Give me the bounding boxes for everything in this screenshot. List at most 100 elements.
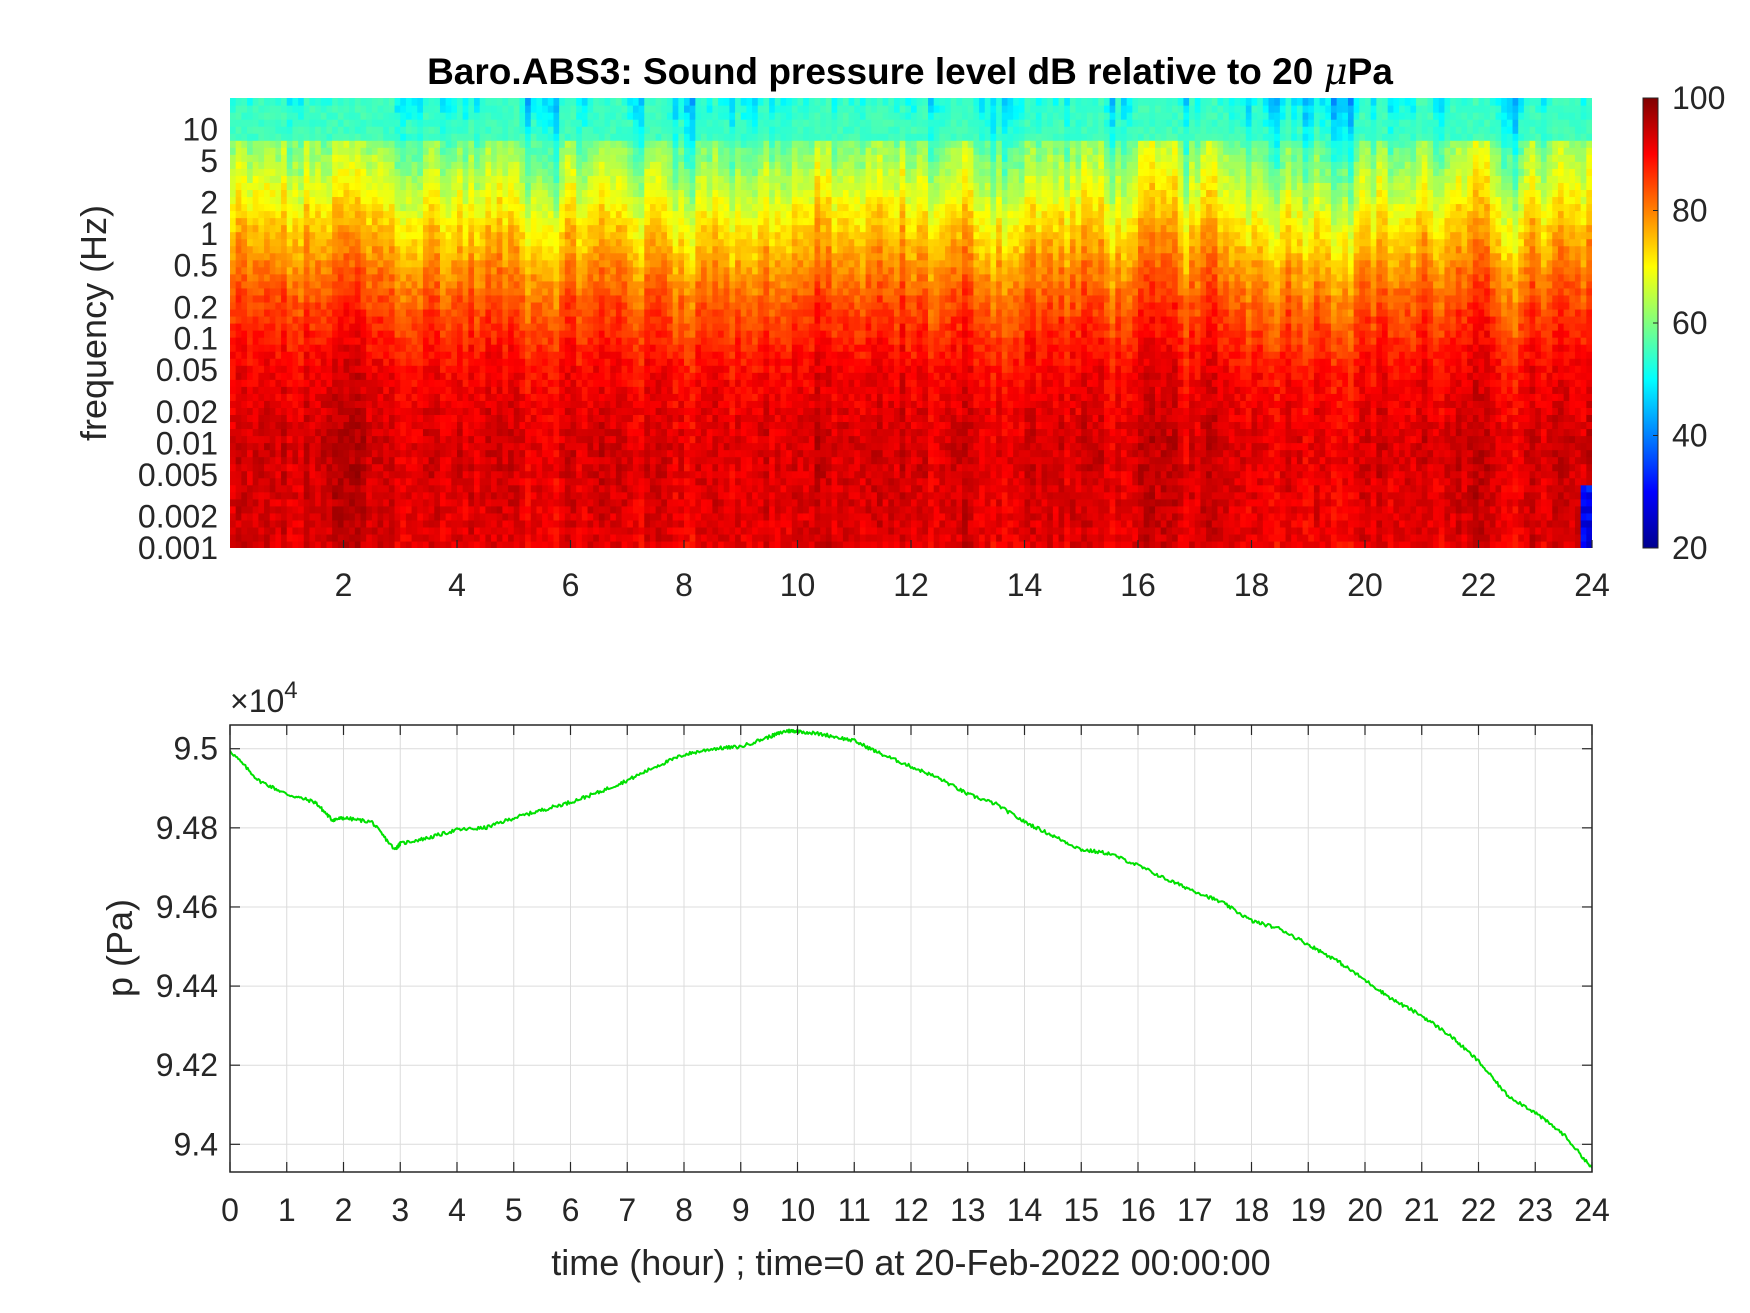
heatmap-cell xyxy=(298,407,305,416)
heatmap-cell xyxy=(281,344,288,352)
heatmap-cell xyxy=(309,175,316,183)
heatmap-cell xyxy=(383,330,390,338)
heatmap-cell xyxy=(417,245,424,254)
heatmap-cell xyxy=(371,175,379,183)
heatmap-cell xyxy=(315,463,322,472)
heatmap-cell xyxy=(496,259,503,268)
heatmap-cell xyxy=(428,224,435,233)
heatmap-cell xyxy=(491,463,498,472)
heatmap-cell xyxy=(581,203,589,212)
heatmap-cell xyxy=(610,372,617,380)
heatmap-cell xyxy=(598,126,606,134)
heatmap-cell xyxy=(638,421,645,430)
heatmap-cell xyxy=(525,189,532,198)
heatmap-cell xyxy=(394,119,401,127)
heatmap-cell xyxy=(496,224,503,233)
heatmap-cell xyxy=(593,147,600,155)
heatmap-cell xyxy=(513,273,521,282)
heatmap-cell xyxy=(610,442,617,451)
heatmap-cell xyxy=(332,372,339,380)
heatmap-cell xyxy=(252,217,259,226)
heatmap-cell xyxy=(627,470,634,479)
heatmap-cell xyxy=(491,414,498,423)
heatmap-cell xyxy=(530,175,538,183)
heatmap-cell xyxy=(530,477,538,486)
heatmap-cell xyxy=(451,491,458,500)
heatmap-cell xyxy=(343,407,350,416)
heatmap-cell xyxy=(502,519,509,528)
heatmap-cell xyxy=(258,421,265,430)
heatmap-cell xyxy=(508,484,515,493)
heatmap-cell xyxy=(564,421,572,430)
heatmap-cell xyxy=(649,358,657,366)
heatmap-cell xyxy=(632,456,640,465)
heatmap-cell xyxy=(422,119,430,127)
heatmap-cell xyxy=(593,526,600,535)
heatmap-cell xyxy=(439,154,447,162)
heatmap-cell xyxy=(621,512,628,521)
heatmap-cell xyxy=(400,168,407,176)
heatmap-cell xyxy=(457,259,464,268)
heatmap-cell xyxy=(536,393,543,401)
heatmap-cell xyxy=(462,421,469,430)
heatmap-cell xyxy=(326,358,333,366)
heatmap-cell xyxy=(422,126,430,134)
heatmap-cell xyxy=(439,196,447,205)
heatmap-cell xyxy=(553,161,560,169)
heatmap-cell xyxy=(542,463,549,472)
heatmap-cell xyxy=(275,372,282,380)
heatmap-cell xyxy=(474,252,481,261)
heatmap-cell xyxy=(525,379,532,387)
heatmap-cell xyxy=(451,294,458,303)
heatmap-cell xyxy=(604,203,611,212)
heatmap-cell xyxy=(593,449,600,458)
heatmap-cell xyxy=(621,126,628,134)
heatmap-cell xyxy=(553,126,560,134)
heatmap-cell xyxy=(451,259,458,268)
heatmap-cell xyxy=(400,273,407,282)
heatmap-cell xyxy=(377,245,384,254)
heatmap-cell xyxy=(298,294,305,303)
heatmap-cell xyxy=(445,133,452,141)
heatmap-cell xyxy=(525,315,532,324)
heatmap-cell xyxy=(553,217,560,226)
heatmap-cell xyxy=(264,259,271,268)
heatmap-cell xyxy=(644,372,651,380)
heatmap-cell xyxy=(298,435,305,444)
heatmap-cell xyxy=(303,442,311,451)
heatmap-cell xyxy=(354,400,362,408)
heatmap-cell xyxy=(610,147,617,155)
heatmap-cell xyxy=(303,505,311,514)
heatmap-cell xyxy=(377,133,384,141)
heatmap-cell xyxy=(371,280,379,289)
heatmap-cell xyxy=(553,294,560,303)
heatmap-cell xyxy=(615,140,623,148)
heatmap-cell xyxy=(264,484,271,493)
heatmap-cell xyxy=(491,224,498,233)
heatmap-cell xyxy=(559,512,566,521)
heatmap-cell xyxy=(337,491,345,500)
heatmap-cell xyxy=(457,428,464,437)
heatmap-cell xyxy=(292,477,299,486)
heatmap-cell xyxy=(632,175,640,183)
heatmap-cell xyxy=(530,540,538,548)
heatmap-cell xyxy=(400,442,407,451)
heatmap-cell xyxy=(286,126,294,134)
heatmap-cell xyxy=(530,210,538,219)
heatmap-cell xyxy=(462,491,469,500)
heatmap-cell xyxy=(627,351,634,359)
heatmap-cell xyxy=(513,442,521,451)
heatmap-cell xyxy=(593,435,600,444)
heatmap-cell xyxy=(366,105,373,113)
heatmap-cell xyxy=(457,210,464,219)
heatmap-cell xyxy=(649,491,657,500)
heatmap-cell xyxy=(474,245,481,254)
heatmap-cell xyxy=(281,414,288,423)
heatmap-cell xyxy=(661,217,668,226)
heatmap-cell xyxy=(451,330,458,338)
heatmap-cell xyxy=(332,400,339,408)
heatmap-cell xyxy=(598,238,606,247)
heatmap-cell xyxy=(428,498,435,507)
heatmap-cell xyxy=(638,428,645,437)
heatmap-cell xyxy=(570,210,577,219)
